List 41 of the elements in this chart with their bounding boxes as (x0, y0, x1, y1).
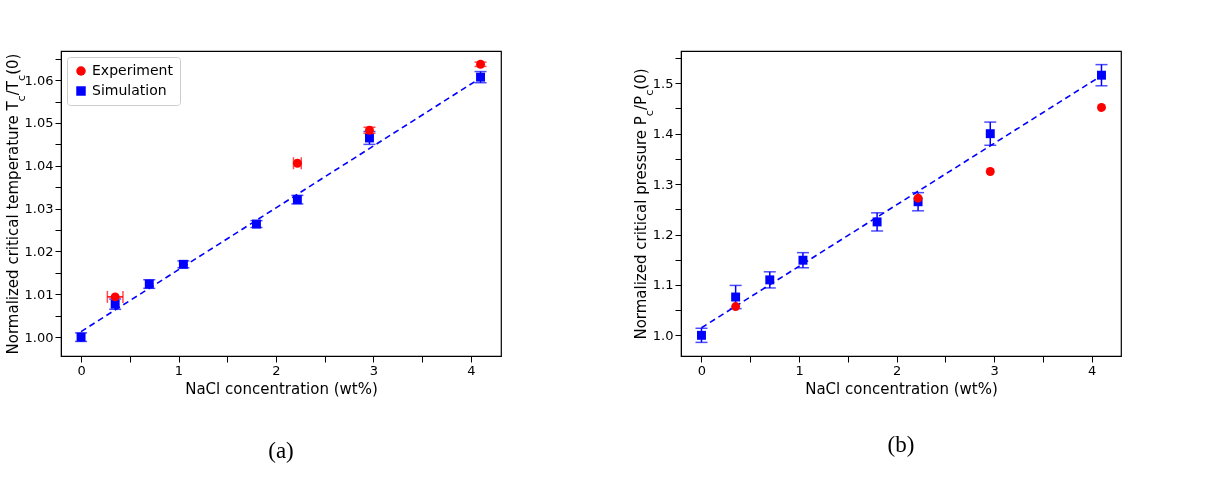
text: (a) (268, 437, 294, 463)
point (913, 193, 923, 203)
y-tick-label: 1.02 (24, 243, 54, 259)
x-tick-label: 0 (77, 362, 86, 378)
y-tick-label: 1.3 (652, 176, 674, 192)
x-tick-label: 1 (174, 362, 184, 378)
y-tick-label: 1.2 (652, 227, 674, 242)
x-tick-label: 2 (272, 362, 281, 378)
x-tick-label: 4 (1088, 362, 1097, 378)
y-tick-label: 1.4 (652, 126, 674, 142)
x-tick-label: 3 (990, 362, 999, 378)
legend-label: Simulation (92, 82, 167, 98)
text: (b) (887, 432, 915, 457)
point (731, 302, 741, 312)
y-tick-label: 1.5 (652, 75, 674, 91)
x-tick-label: 2 (892, 362, 902, 378)
point (798, 255, 808, 265)
y-tick-label: 1.00 (24, 329, 54, 345)
x-tick-label: 3 (369, 362, 379, 378)
point (985, 129, 995, 139)
y-tick-label: 1.01 (24, 286, 54, 302)
point (1097, 103, 1106, 112)
x-tick-label: 1 (795, 362, 804, 378)
y-tick-label: 1.0 (652, 327, 674, 343)
legend-label: Experiment (92, 62, 174, 78)
y-tick-label: 1.03 (24, 201, 54, 217)
point (110, 292, 120, 302)
point (765, 275, 775, 285)
y-tick-label: 1.04 (24, 158, 54, 174)
y-tick-label: 1.06 (24, 72, 54, 88)
point (697, 330, 706, 340)
y-tick-label: 1.1 (652, 277, 674, 293)
x-axis-title: NaCl concentration (wt%) (185, 379, 378, 398)
point (731, 292, 741, 302)
point (872, 217, 882, 227)
x-tick-label: 4 (467, 362, 476, 378)
x-axis-title: NaCl concentration (wt%) (805, 379, 998, 398)
point (985, 167, 995, 176)
y-tick-label: 1.05 (24, 115, 54, 131)
point (1097, 70, 1106, 80)
x-tick-label: 0 (697, 362, 707, 378)
